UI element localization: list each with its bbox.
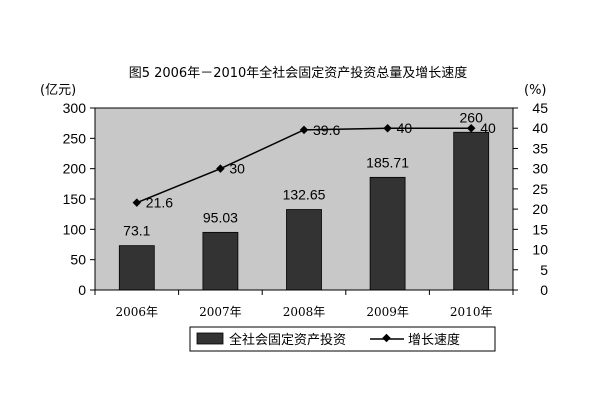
left-axis-unit: (亿元) (40, 83, 76, 98)
right-tick-label: 40 (532, 120, 548, 136)
bar-data-label: 260 (460, 109, 484, 125)
bar-2010年 (453, 131, 490, 291)
left-tick-label: 250 (63, 130, 87, 146)
right-tick-label: 0 (540, 282, 548, 298)
legend-box (189, 326, 496, 352)
right-tick-label: 10 (532, 242, 548, 258)
x-tick-label: 2006年 (116, 305, 159, 319)
x-tick-label: 2009年 (366, 305, 409, 319)
x-tick-label: 2010年 (450, 305, 493, 319)
legend-label-investment: 全社会固定资产投资 (229, 332, 346, 348)
growth-point (299, 125, 309, 135)
bar-data-label: 73.1 (123, 223, 150, 239)
bar-2006年 (118, 245, 155, 291)
bar-data-label: 95.03 (203, 209, 238, 225)
right-tick-label: 30 (532, 161, 548, 177)
right-axis-unit: (%) (524, 83, 547, 98)
bar-data-label: 132.65 (283, 187, 326, 203)
left-tick-label: 0 (78, 282, 86, 298)
bar-2009年 (369, 176, 406, 291)
line-data-label: 40 (397, 120, 413, 136)
bar-data-label: 185.71 (366, 154, 409, 170)
right-tick-label: 25 (532, 181, 548, 197)
line-data-label: 40 (480, 120, 496, 136)
chart-title: 图5 2006年－2010年全社会固定资产投资总量及增长速度 (129, 65, 468, 81)
x-tick-label: 2007年 (199, 305, 242, 319)
line-data-label: 39.6 (313, 122, 340, 138)
right-tick-label: 45 (532, 100, 548, 116)
line-data-label: 21.6 (146, 195, 173, 211)
right-tick-label: 15 (532, 221, 548, 237)
left-tick-label: 50 (70, 252, 86, 268)
left-tick-label: 100 (63, 221, 87, 237)
growth-point (132, 198, 142, 207)
legend-bar-swatch (196, 332, 224, 345)
bar-2008年 (286, 209, 322, 291)
legend: 全社会固定资产投资 增长速度 (189, 326, 496, 352)
growth-point (216, 164, 225, 173)
legend-label-growth: 增长速度 (408, 332, 460, 348)
left-tick-label: 300 (63, 100, 87, 116)
left-tick-label: 200 (63, 161, 87, 177)
right-tick-label: 35 (532, 140, 548, 156)
legend-marker-swatch (382, 333, 391, 343)
line-data-label: 30 (229, 161, 245, 177)
right-tick-label: 5 (540, 262, 548, 278)
x-tick-label: 2008年 (283, 305, 326, 319)
left-tick-label: 150 (63, 191, 87, 207)
right-tick-label: 20 (532, 201, 548, 217)
bar-2007年 (202, 231, 239, 291)
